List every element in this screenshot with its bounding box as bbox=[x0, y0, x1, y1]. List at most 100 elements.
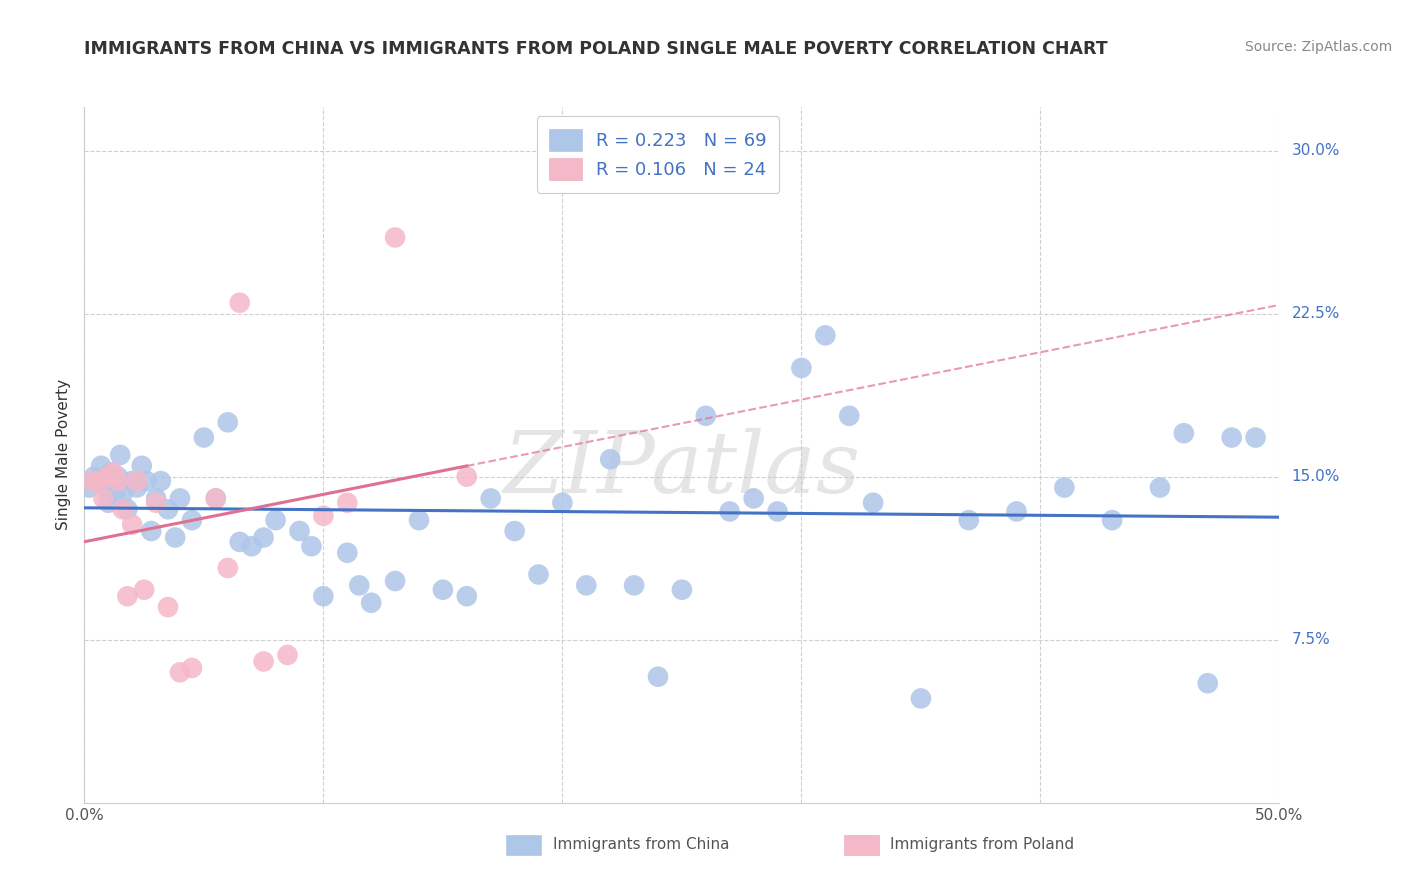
Point bbox=[107, 474, 129, 488]
Text: IMMIGRANTS FROM CHINA VS IMMIGRANTS FROM POLAND SINGLE MALE POVERTY CORRELATION : IMMIGRANTS FROM CHINA VS IMMIGRANTS FROM… bbox=[84, 40, 1108, 58]
Point bbox=[83, 469, 105, 483]
Point bbox=[104, 487, 127, 501]
Point bbox=[360, 596, 382, 610]
Text: ZIPatlas: ZIPatlas bbox=[503, 427, 860, 510]
Point bbox=[205, 491, 228, 506]
Point bbox=[551, 496, 574, 510]
Point bbox=[1101, 513, 1123, 527]
Point bbox=[228, 295, 252, 310]
Point bbox=[100, 466, 122, 480]
Point bbox=[456, 589, 478, 603]
Point bbox=[180, 513, 202, 527]
Point bbox=[1244, 431, 1267, 445]
Point bbox=[276, 648, 298, 662]
Point bbox=[301, 539, 323, 553]
Point bbox=[77, 481, 100, 495]
Point bbox=[718, 504, 741, 518]
Point bbox=[766, 504, 789, 518]
Point bbox=[253, 655, 276, 669]
Point bbox=[647, 670, 669, 684]
Text: 7.5%: 7.5% bbox=[1291, 632, 1330, 648]
Point bbox=[456, 469, 478, 483]
Y-axis label: Single Male Poverty: Single Male Poverty bbox=[56, 379, 72, 531]
Point bbox=[101, 474, 124, 488]
Point bbox=[80, 474, 103, 488]
Point bbox=[87, 474, 110, 488]
Point bbox=[312, 589, 335, 603]
Point bbox=[253, 531, 276, 545]
Point bbox=[599, 452, 621, 467]
Point bbox=[742, 491, 765, 506]
Point bbox=[135, 474, 157, 488]
Point bbox=[193, 431, 215, 445]
Text: Immigrants from Poland: Immigrants from Poland bbox=[890, 838, 1074, 852]
Point bbox=[1005, 504, 1028, 518]
Point bbox=[623, 578, 645, 592]
Point bbox=[157, 600, 180, 615]
Point bbox=[145, 496, 167, 510]
Point bbox=[110, 448, 132, 462]
Text: 15.0%: 15.0% bbox=[1291, 469, 1340, 484]
Point bbox=[575, 578, 598, 592]
Point bbox=[125, 474, 148, 488]
Point bbox=[157, 502, 180, 516]
Point bbox=[97, 496, 120, 510]
Point bbox=[240, 539, 263, 553]
Point bbox=[671, 582, 693, 597]
Point bbox=[149, 474, 172, 488]
Point bbox=[180, 661, 202, 675]
Point bbox=[838, 409, 860, 423]
Point bbox=[87, 474, 110, 488]
Point bbox=[408, 513, 430, 527]
Point bbox=[111, 502, 134, 516]
Point bbox=[101, 466, 124, 480]
Point bbox=[145, 491, 167, 506]
Text: 22.5%: 22.5% bbox=[1291, 306, 1340, 321]
Point bbox=[141, 524, 163, 538]
Point bbox=[432, 582, 454, 597]
Text: Immigrants from China: Immigrants from China bbox=[553, 838, 730, 852]
Point bbox=[117, 589, 139, 603]
Point bbox=[695, 409, 717, 423]
Text: 30.0%: 30.0% bbox=[1291, 143, 1340, 158]
Point bbox=[790, 360, 813, 375]
Point bbox=[121, 517, 143, 532]
Point bbox=[169, 491, 191, 506]
Point bbox=[336, 546, 359, 560]
Point bbox=[384, 574, 406, 588]
Point bbox=[1149, 481, 1171, 495]
Point bbox=[384, 230, 406, 244]
Point bbox=[125, 481, 148, 495]
Point bbox=[93, 474, 115, 488]
Point bbox=[1197, 676, 1219, 690]
Point bbox=[205, 491, 228, 506]
Point bbox=[169, 665, 191, 680]
Point bbox=[814, 328, 837, 343]
Point bbox=[111, 487, 134, 501]
Point bbox=[228, 535, 252, 549]
Point bbox=[121, 474, 143, 488]
Point bbox=[503, 524, 526, 538]
Point bbox=[90, 458, 112, 473]
Point bbox=[93, 491, 115, 506]
Point bbox=[117, 502, 139, 516]
Point bbox=[97, 469, 120, 483]
Point bbox=[131, 458, 153, 473]
Point bbox=[94, 481, 117, 495]
Point bbox=[217, 561, 239, 575]
Point bbox=[132, 582, 156, 597]
Point bbox=[312, 508, 335, 523]
Point bbox=[910, 691, 932, 706]
Text: Source: ZipAtlas.com: Source: ZipAtlas.com bbox=[1244, 40, 1392, 54]
Point bbox=[349, 578, 371, 592]
Point bbox=[288, 524, 311, 538]
Point bbox=[217, 415, 239, 429]
Point bbox=[957, 513, 980, 527]
Legend: R = 0.223   N = 69, R = 0.106   N = 24: R = 0.223 N = 69, R = 0.106 N = 24 bbox=[537, 116, 779, 193]
Point bbox=[527, 567, 550, 582]
Point bbox=[862, 496, 884, 510]
Point bbox=[336, 496, 359, 510]
Point bbox=[1173, 426, 1195, 441]
Point bbox=[1053, 481, 1076, 495]
Point bbox=[479, 491, 502, 506]
